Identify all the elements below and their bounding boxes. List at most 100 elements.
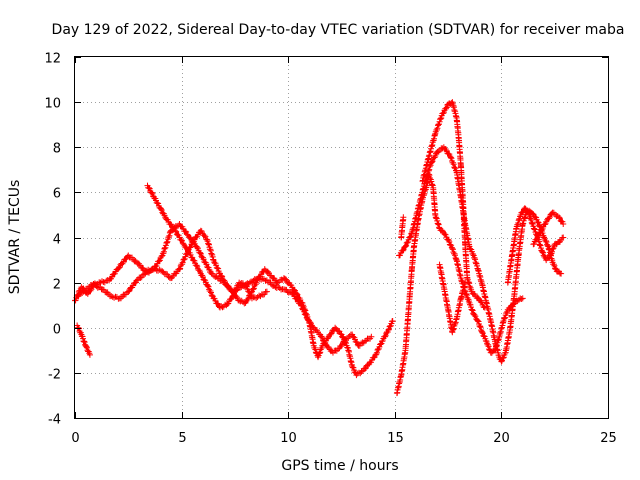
trace-markers <box>441 231 451 243</box>
trace-markers <box>522 206 532 216</box>
x-tick-label: 15 <box>387 431 404 446</box>
trace-markers <box>550 209 561 220</box>
y-tick-label: -2 <box>48 368 61 383</box>
x-tick-label: 20 <box>493 431 510 446</box>
data-point <box>519 295 526 302</box>
trace-markers <box>483 300 494 323</box>
trace-markers <box>475 267 485 287</box>
data-point <box>558 270 565 277</box>
data-point <box>368 333 375 340</box>
y-tick-label: 10 <box>44 97 61 112</box>
trace-markers <box>449 100 460 120</box>
data-point <box>332 324 339 331</box>
trace-markers <box>288 282 299 296</box>
trace-markers <box>230 281 242 299</box>
series-h <box>436 261 469 336</box>
trace-markers <box>204 238 217 263</box>
x-tick-label: 25 <box>600 431 617 446</box>
trace-markers <box>445 237 455 251</box>
trace-markers <box>492 340 502 359</box>
trace-markers <box>333 325 344 337</box>
data-point <box>263 288 270 295</box>
trace-markers <box>526 213 536 227</box>
trace-markers <box>467 245 477 258</box>
trace-markers <box>419 155 432 184</box>
trace-markers <box>326 326 338 338</box>
trace-markers <box>505 253 515 285</box>
trace-markers <box>78 333 89 348</box>
trace-markers <box>496 356 504 363</box>
trace-markers <box>502 329 513 354</box>
data-point <box>521 205 528 212</box>
trace-markers <box>192 229 203 241</box>
data-point <box>125 288 132 295</box>
trace-markers <box>305 317 316 330</box>
data-point <box>176 266 183 273</box>
trace-markers <box>460 199 469 246</box>
trace-markers <box>298 303 310 321</box>
series-g <box>419 99 488 311</box>
trace-markers <box>177 250 191 272</box>
trace-markers <box>159 228 174 257</box>
trace-markers <box>275 276 286 286</box>
trace-markers <box>462 290 472 305</box>
trace-markers <box>552 239 561 247</box>
trace-markers <box>402 321 411 352</box>
series-d <box>74 322 93 358</box>
trace-markers <box>471 312 481 323</box>
data-point <box>172 227 179 234</box>
trace-markers <box>152 265 164 274</box>
axis-ticks: 0 5 10 15 20 25 -4 -2 0 2 4 6 8 10 12 <box>44 52 616 447</box>
trace-markers <box>458 281 468 301</box>
data-point <box>498 358 505 365</box>
series-e <box>393 171 526 397</box>
trace-markers <box>505 303 514 312</box>
trace-markers <box>556 215 566 225</box>
trace-markers <box>398 216 407 240</box>
y-tick-label: 12 <box>44 52 61 67</box>
trace-markers <box>458 163 466 204</box>
trace-markers <box>415 181 428 209</box>
trace-markers <box>509 226 520 258</box>
trace-markers <box>394 373 404 396</box>
trace-markers <box>373 340 385 358</box>
data-point <box>536 229 543 236</box>
data-point <box>297 302 304 309</box>
data-series <box>72 99 567 397</box>
x-tick-label: 5 <box>178 431 186 446</box>
trace-markers <box>544 254 553 262</box>
trace-markers <box>475 318 485 335</box>
chart-title: Day 129 of 2022, Sidereal Day-to-day VTE… <box>52 22 625 38</box>
trace-markers <box>202 259 214 276</box>
trace-markers <box>85 282 97 296</box>
trace-markers <box>462 242 471 281</box>
trace-markers <box>250 292 263 302</box>
data-point <box>400 214 407 221</box>
trace-markers <box>473 294 482 302</box>
x-tick-label: 0 <box>71 431 79 446</box>
series-b <box>72 227 375 356</box>
trace-markers <box>529 210 538 220</box>
data-point <box>385 327 392 334</box>
trace-markers <box>454 296 464 320</box>
trace-markers <box>533 214 543 229</box>
trace-markers <box>397 244 408 259</box>
trace-markers <box>248 276 261 286</box>
trace-markers <box>406 267 415 298</box>
trace-markers <box>507 295 517 331</box>
trace-markers <box>379 329 391 344</box>
trace-markers <box>531 231 543 247</box>
data-point <box>449 245 456 252</box>
trace-markers <box>432 115 445 135</box>
trace-markers <box>115 253 131 272</box>
trace-markers <box>477 299 487 310</box>
trace-markers <box>436 264 447 288</box>
series-k <box>398 214 407 241</box>
trace-markers <box>356 339 367 349</box>
trace-markers <box>331 346 342 354</box>
trace-markers <box>557 234 566 245</box>
y-tick-label: -4 <box>48 413 61 428</box>
trace-markers <box>479 282 490 306</box>
x-tick-label: 10 <box>280 431 297 446</box>
trace-markers <box>430 186 439 217</box>
